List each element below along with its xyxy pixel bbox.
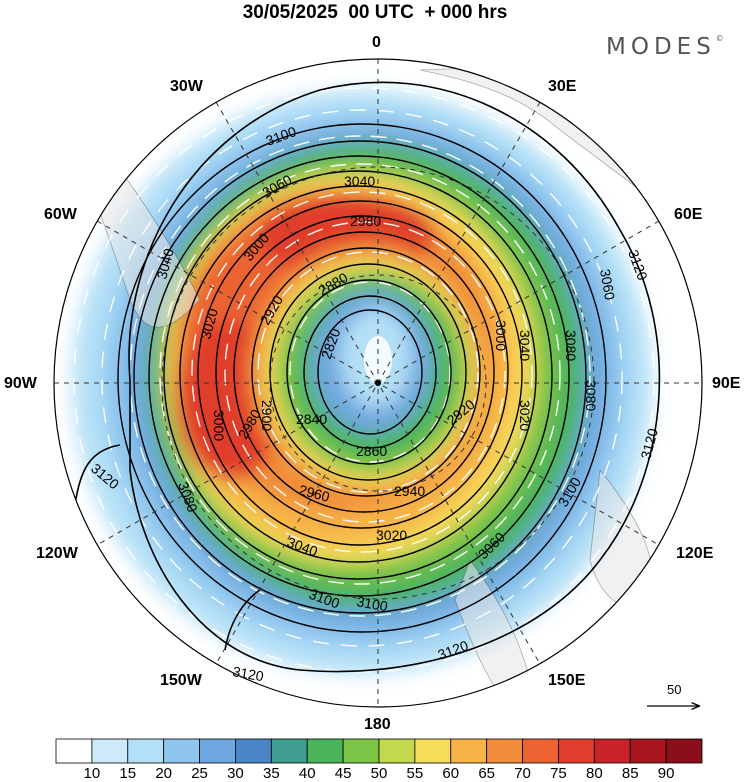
colorbar-swatch bbox=[665, 738, 703, 764]
colorbar-tick-label: 70 bbox=[514, 765, 531, 782]
map-boundary bbox=[53, 58, 703, 708]
contour-label: 3080 bbox=[583, 380, 599, 411]
contour-label: 3020 bbox=[376, 527, 407, 543]
contour-label: 2960 bbox=[297, 481, 331, 505]
contour-label: 3000 bbox=[211, 410, 227, 441]
colorbar-tick-label: 90 bbox=[657, 765, 675, 782]
contour-label: 2900 bbox=[259, 400, 275, 431]
contour-label: 2940 bbox=[394, 483, 425, 499]
colorbar-swatch bbox=[342, 738, 380, 764]
colorbar-tick-label: 10 bbox=[83, 765, 101, 782]
contour-label: 3060 bbox=[597, 268, 618, 302]
colorbar-swatch bbox=[306, 738, 344, 764]
lon-label-120e: 120E bbox=[676, 545, 714, 562]
colorbar-tick-label: 30 bbox=[227, 765, 244, 782]
colorbar-swatch bbox=[55, 738, 93, 764]
colorbar-tick-label: 75 bbox=[550, 765, 567, 782]
lon-label-120w: 120W bbox=[36, 545, 78, 562]
contour-labels: 3100 3060 3040 2980 3000 2880 2920 3020 … bbox=[88, 123, 661, 684]
colorbar-tick-label: 60 bbox=[442, 765, 460, 782]
map-title: 30/05/2025 00 UTC + 000 hrs bbox=[242, 2, 508, 23]
colorbar-swatch bbox=[163, 738, 200, 764]
colorbar-tick-label: 65 bbox=[478, 765, 495, 782]
lon-label-180: 180 bbox=[364, 716, 391, 733]
contour-label: 2860 bbox=[356, 443, 387, 459]
reference-vector-label: 50 bbox=[667, 682, 682, 697]
colorbar-tick-label: 40 bbox=[298, 765, 316, 782]
lon-label-30e: 30E bbox=[548, 78, 577, 95]
colorbar-tick-label: 85 bbox=[621, 765, 639, 782]
colorbar-tick-label: 35 bbox=[262, 765, 280, 782]
lon-label-90w: 90W bbox=[4, 375, 37, 392]
contour-label: 3020 bbox=[197, 306, 221, 340]
colorbar-swatch bbox=[522, 738, 559, 764]
contour-label: 3020 bbox=[517, 400, 533, 431]
colorbar-swatch bbox=[270, 738, 308, 764]
contour-label: 3040 bbox=[344, 173, 375, 189]
brand-name: MODES bbox=[606, 34, 716, 60]
contour-label: 3000 bbox=[493, 320, 509, 351]
colorbar-tick-label: 15 bbox=[119, 765, 137, 782]
wind-speed-shading bbox=[54, 59, 702, 707]
brand-logo: MODES© bbox=[606, 34, 724, 60]
lon-label-90e: 90E bbox=[712, 375, 741, 392]
pole-marker bbox=[375, 380, 381, 386]
colorbar-tick-label: 45 bbox=[334, 765, 352, 782]
lon-label-60e: 60E bbox=[674, 206, 703, 223]
lon-label-150e: 150E bbox=[548, 672, 586, 689]
lon-label-60w: 60W bbox=[44, 206, 77, 223]
colorbar-swatch bbox=[414, 738, 452, 764]
colorbar-swatch bbox=[199, 738, 236, 764]
lon-label-0: 0 bbox=[372, 34, 381, 51]
colorbar-swatch bbox=[127, 738, 165, 764]
colorbar-tick-label: 50 bbox=[370, 765, 388, 782]
contour-label: 3120 bbox=[637, 426, 661, 460]
colorbar-swatch bbox=[629, 738, 667, 764]
contour-label: 2840 bbox=[296, 411, 327, 427]
contour-label: 2980 bbox=[350, 213, 381, 229]
contour-label: 3040 bbox=[153, 246, 177, 280]
contour-label: 3120 bbox=[231, 663, 265, 684]
contour-label: 3100 bbox=[355, 593, 389, 614]
colorbar-swatch bbox=[378, 738, 416, 764]
colorbar-swatch bbox=[91, 738, 129, 764]
colorbar-tick-label: 20 bbox=[155, 765, 172, 782]
colorbar bbox=[55, 738, 703, 764]
colorbar-tick-label: 80 bbox=[585, 765, 603, 782]
colorbar-tick-label: 55 bbox=[406, 765, 424, 782]
contour-label: 3080 bbox=[563, 330, 579, 361]
colorbar-swatch bbox=[558, 738, 595, 764]
lon-label-150w: 150W bbox=[160, 672, 202, 689]
colorbar-tick-label: 25 bbox=[191, 765, 208, 782]
contour-label: 3040 bbox=[517, 330, 533, 361]
copyright-mark: © bbox=[715, 34, 724, 43]
lon-label-30w: 30W bbox=[170, 78, 203, 95]
colorbar-swatch bbox=[486, 738, 523, 764]
colorbar-swatch bbox=[593, 738, 631, 764]
reference-vector-arrow bbox=[647, 699, 705, 713]
colorbar-swatch bbox=[450, 738, 488, 764]
colorbar-swatch bbox=[235, 738, 272, 764]
